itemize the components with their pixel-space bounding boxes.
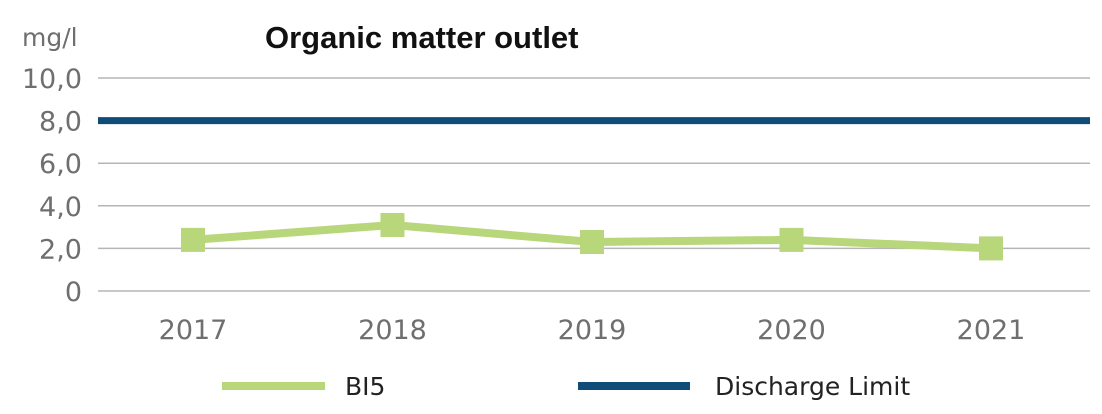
x-tick-label: 2020 (757, 315, 826, 346)
x-tick-label: 2021 (957, 315, 1026, 346)
x-tick-label: 2019 (558, 315, 627, 346)
bi5-point (181, 227, 205, 252)
chart-title: Organic matter outlet (265, 20, 579, 55)
y-tick-label: 8,0 (39, 107, 82, 138)
y-tick-label: 2,0 (39, 234, 82, 265)
legend-item: Discharge Limit (578, 372, 910, 401)
series-0 (181, 212, 1003, 261)
y-tick-label: 0 (65, 277, 82, 308)
legend-label: Discharge Limit (715, 372, 910, 401)
bi5-point (380, 212, 405, 237)
y-tick-label: 6,0 (39, 149, 82, 180)
legend-item: BI5 (222, 372, 385, 401)
bi5-point (580, 230, 604, 255)
legend: BI5 Discharge Limit (222, 372, 910, 401)
series-layer (98, 117, 1090, 261)
y-tick-labels: 0 2,0 4,0 6,0 8,0 10,0 (22, 64, 82, 308)
y-axis-unit: mg/l (22, 23, 78, 52)
x-tick-labels: 2017 2018 2019 2020 2021 (159, 315, 1026, 346)
gridlines (98, 77, 1090, 292)
y-tick-label: 10,0 (22, 64, 82, 95)
bi5-point (779, 227, 804, 252)
x-tick-label: 2017 (159, 315, 228, 346)
legend-label: BI5 (345, 372, 385, 401)
bi5-point (979, 236, 1003, 261)
x-tick-label: 2018 (358, 315, 427, 346)
y-tick-label: 4,0 (39, 192, 82, 223)
